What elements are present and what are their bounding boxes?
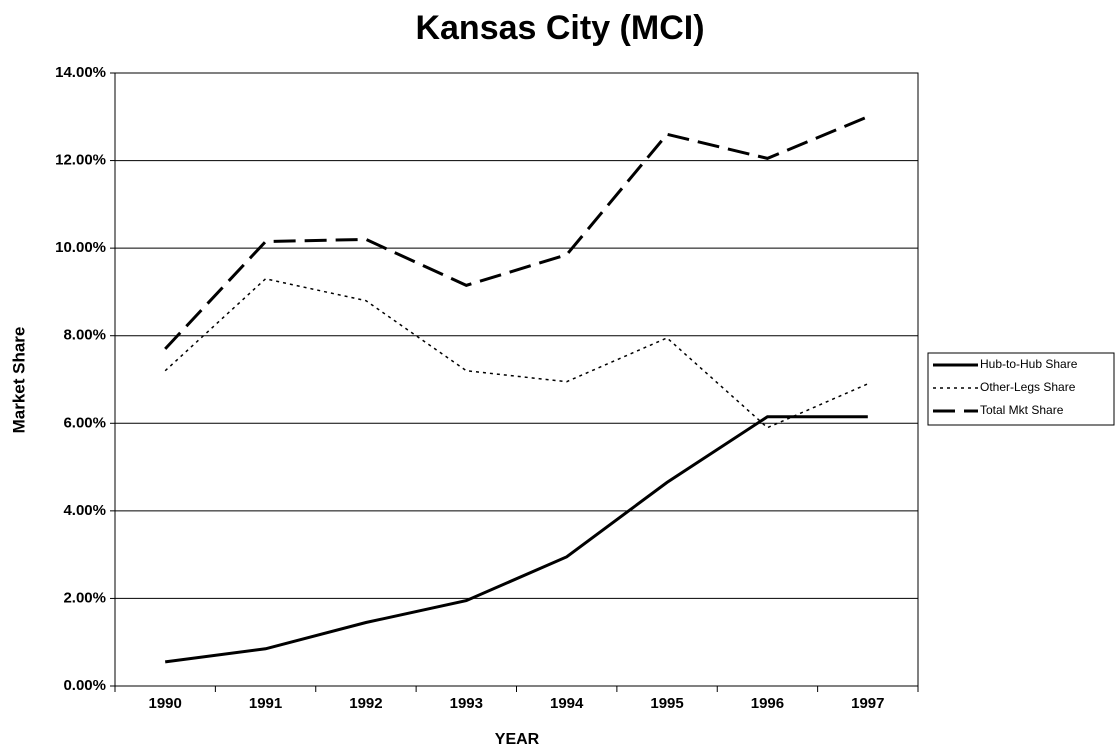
legend-label: Hub-to-Hub Share	[980, 357, 1078, 371]
x-tick-label: 1991	[249, 695, 282, 712]
y-tick-label: 14.00%	[55, 64, 106, 81]
y-tick-label: 12.00%	[55, 152, 106, 169]
y-tick-label: 6.00%	[63, 414, 106, 431]
x-tick-label: 1992	[349, 695, 382, 712]
y-tick-label: 10.00%	[55, 239, 106, 256]
series-line	[164, 415, 868, 664]
x-tick-label: 1990	[149, 695, 182, 712]
x-axis-label: YEAR	[495, 731, 540, 748]
legend-label: Other-Legs Share	[980, 380, 1076, 394]
y-axis-label: Market Share	[9, 327, 28, 434]
x-tick-label: 1996	[751, 695, 784, 712]
y-tick-label: 0.00%	[63, 677, 106, 694]
y-tick-label: 8.00%	[63, 327, 106, 344]
x-tick-label: 1997	[851, 695, 884, 712]
x-tick-label: 1993	[450, 695, 483, 712]
series-line	[164, 277, 869, 429]
x-tick-label: 1994	[550, 695, 584, 712]
chart-title: Kansas City (MCI)	[415, 9, 704, 47]
y-tick-label: 4.00%	[63, 502, 106, 519]
plot-area	[114, 72, 919, 687]
y-tick-label: 2.00%	[63, 589, 106, 606]
legend-label: Total Mkt Share	[980, 403, 1064, 417]
x-tick-label: 1995	[650, 695, 683, 712]
series-line	[164, 115, 869, 350]
